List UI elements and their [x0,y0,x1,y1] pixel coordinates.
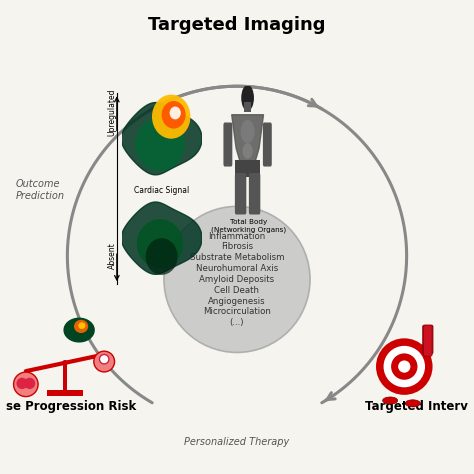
Text: (...): (...) [230,318,244,327]
Bar [63,362,67,392]
Text: Neurohumoral Axis: Neurohumoral Axis [196,264,278,273]
Text: Fibrosis: Fibrosis [221,243,253,252]
Circle shape [398,360,410,373]
FancyBboxPatch shape [424,325,432,356]
Text: Outcome
Prediction: Outcome Prediction [16,179,64,201]
Text: Upregulated: Upregulated [108,88,117,136]
Circle shape [14,372,38,397]
Ellipse shape [405,400,420,407]
Text: Personalized Therapy: Personalized Therapy [184,437,290,447]
Text: Angiogenesis: Angiogenesis [208,297,266,306]
Ellipse shape [383,397,398,404]
Circle shape [383,346,425,387]
Circle shape [100,355,109,364]
Text: Amyloid Deposits: Amyloid Deposits [200,275,274,284]
Text: se Progression Risk: se Progression Risk [6,400,137,413]
FancyBboxPatch shape [423,325,433,354]
Circle shape [376,338,433,395]
Text: Targeted Imaging: Targeted Imaging [148,16,326,34]
Circle shape [24,378,35,389]
Text: Total Body
(Networking Organs): Total Body (Networking Organs) [211,219,286,233]
Circle shape [391,354,418,380]
Circle shape [164,206,310,353]
Text: Inflammation: Inflammation [209,232,265,241]
Text: Substrate Metabolism: Substrate Metabolism [190,253,284,262]
Text: Cell Death: Cell Death [215,286,259,295]
Text: Microcirculation: Microcirculation [203,307,271,316]
Bar [47,390,83,396]
Text: Targeted Interv: Targeted Interv [365,400,468,413]
Text: Cardiac Signal: Cardiac Signal [134,186,189,195]
Circle shape [94,351,115,372]
Text: Absent: Absent [108,243,117,269]
Circle shape [17,378,27,389]
Circle shape [62,360,68,365]
